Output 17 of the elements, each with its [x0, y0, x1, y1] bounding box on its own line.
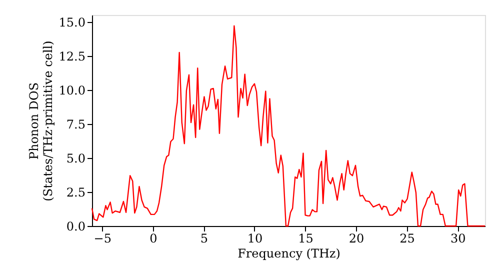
x-tick-label: 30 [450, 232, 466, 246]
x-axis-title: Frequency (THz) [238, 246, 340, 260]
x-tick-label: 10 [247, 232, 263, 246]
y-tick-label: 15.0 [58, 15, 86, 30]
x-tick-label: −5 [94, 232, 112, 246]
x-tick-label: 5 [200, 232, 208, 246]
y-tick-label: 5.0 [66, 151, 86, 166]
y-tick-label: 10.0 [58, 83, 86, 98]
y-tick-label: 0.0 [66, 220, 86, 234]
y-axis-title: Phonon DOS (States/THz·primitive cell) [26, 40, 55, 202]
x-tick-label: 0 [150, 232, 158, 246]
y-tick-label: 7.5 [66, 117, 86, 132]
y-tick-label: 2.5 [66, 185, 86, 200]
y-tick-label: 12.5 [58, 49, 86, 64]
x-tick-label: 25 [400, 232, 415, 246]
x-tick-label: 15 [298, 232, 314, 246]
x-tick-label: 20 [348, 232, 364, 246]
